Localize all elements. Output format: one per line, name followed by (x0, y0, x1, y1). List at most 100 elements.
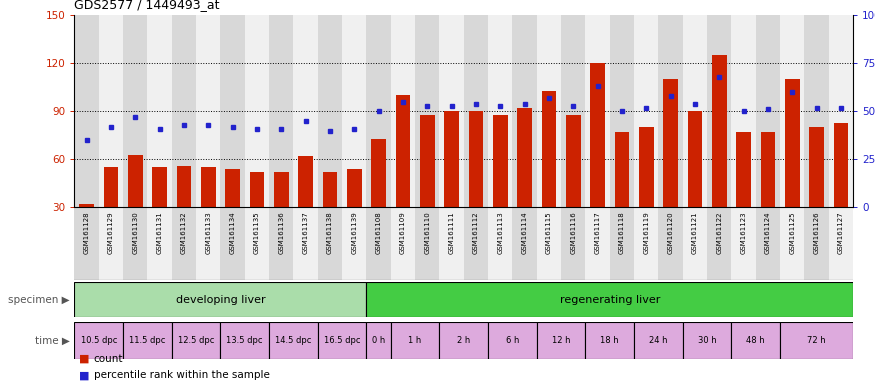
Text: 24 h: 24 h (649, 336, 668, 345)
Bar (829, 207, 853, 280)
Bar (493, 114, 507, 255)
Bar (123, 322, 172, 359)
Bar (834, 122, 848, 255)
Bar (809, 127, 824, 255)
Bar (80, 204, 94, 255)
Bar (249, 172, 264, 255)
Bar (220, 322, 270, 359)
Text: percentile rank within the sample: percentile rank within the sample (94, 370, 270, 380)
Bar (220, 207, 245, 280)
Bar (439, 322, 488, 359)
Text: GSM161117: GSM161117 (595, 211, 600, 254)
Bar (415, 15, 439, 207)
Bar (99, 207, 123, 280)
Text: 16.5 dpc: 16.5 dpc (324, 336, 360, 345)
Text: GSM161136: GSM161136 (278, 211, 284, 254)
Text: GSM161111: GSM161111 (449, 211, 455, 254)
Bar (298, 156, 313, 255)
Bar (536, 15, 561, 207)
Text: time ▶: time ▶ (35, 335, 70, 346)
Bar (367, 207, 391, 280)
Text: 48 h: 48 h (746, 336, 765, 345)
Bar (785, 79, 800, 255)
Bar (780, 322, 853, 359)
Bar (682, 15, 707, 207)
Bar (663, 79, 678, 255)
Bar (712, 55, 726, 255)
Text: count: count (94, 354, 123, 364)
Bar (488, 15, 513, 207)
Bar (74, 322, 123, 359)
Bar (829, 15, 853, 207)
Text: regenerating liver: regenerating liver (560, 295, 660, 305)
Bar (152, 167, 167, 255)
Bar (99, 15, 123, 207)
Bar (760, 132, 775, 255)
Bar (318, 15, 342, 207)
Bar (367, 322, 391, 359)
Bar (128, 155, 143, 255)
Text: GSM161135: GSM161135 (254, 211, 260, 254)
Bar (513, 207, 536, 280)
Text: GSM161138: GSM161138 (327, 211, 332, 254)
Bar (147, 207, 172, 280)
Bar (804, 207, 829, 280)
Text: developing liver: developing liver (176, 295, 265, 305)
Bar (688, 111, 703, 255)
Text: GSM161127: GSM161127 (838, 211, 844, 254)
Bar (318, 207, 342, 280)
Bar (488, 322, 536, 359)
Text: 11.5 dpc: 11.5 dpc (130, 336, 165, 345)
Bar (610, 207, 634, 280)
Bar (542, 91, 556, 255)
Bar (391, 207, 415, 280)
Bar (323, 172, 337, 255)
Bar (659, 15, 682, 207)
Bar (614, 132, 629, 255)
Bar (196, 207, 220, 280)
Bar (342, 207, 367, 280)
Text: 13.5 dpc: 13.5 dpc (227, 336, 263, 345)
Text: GSM161114: GSM161114 (522, 211, 528, 254)
Text: 6 h: 6 h (506, 336, 519, 345)
Bar (420, 114, 435, 255)
Bar (610, 15, 634, 207)
Bar (561, 15, 585, 207)
Bar (634, 207, 659, 280)
Text: GSM161115: GSM161115 (546, 211, 552, 254)
Bar (270, 15, 293, 207)
Text: GSM161116: GSM161116 (570, 211, 577, 254)
Text: GSM161120: GSM161120 (668, 211, 674, 254)
Bar (732, 322, 780, 359)
Bar (536, 207, 561, 280)
Bar (367, 15, 391, 207)
Bar (396, 95, 410, 255)
Bar (177, 166, 192, 255)
Bar (634, 15, 659, 207)
Bar (293, 207, 318, 280)
Text: specimen ▶: specimen ▶ (9, 295, 70, 305)
Bar (659, 207, 682, 280)
Text: 1 h: 1 h (409, 336, 422, 345)
Text: GSM161137: GSM161137 (303, 211, 309, 254)
Bar (367, 282, 853, 317)
Bar (123, 15, 147, 207)
Bar (536, 322, 585, 359)
Text: ■: ■ (79, 354, 89, 364)
Text: GSM161128: GSM161128 (83, 211, 89, 254)
Text: GSM161125: GSM161125 (789, 211, 795, 253)
Bar (346, 169, 361, 255)
Bar (591, 63, 605, 255)
Bar (245, 15, 270, 207)
Bar (172, 15, 196, 207)
Text: GDS2577 / 1449493_at: GDS2577 / 1449493_at (74, 0, 220, 12)
Bar (123, 207, 147, 280)
Bar (391, 15, 415, 207)
Text: ■: ■ (79, 370, 89, 380)
Bar (682, 322, 732, 359)
Text: GSM161133: GSM161133 (206, 211, 211, 254)
Text: GSM161109: GSM161109 (400, 211, 406, 254)
Bar (103, 167, 118, 255)
Bar (707, 15, 731, 207)
Bar (444, 111, 458, 255)
